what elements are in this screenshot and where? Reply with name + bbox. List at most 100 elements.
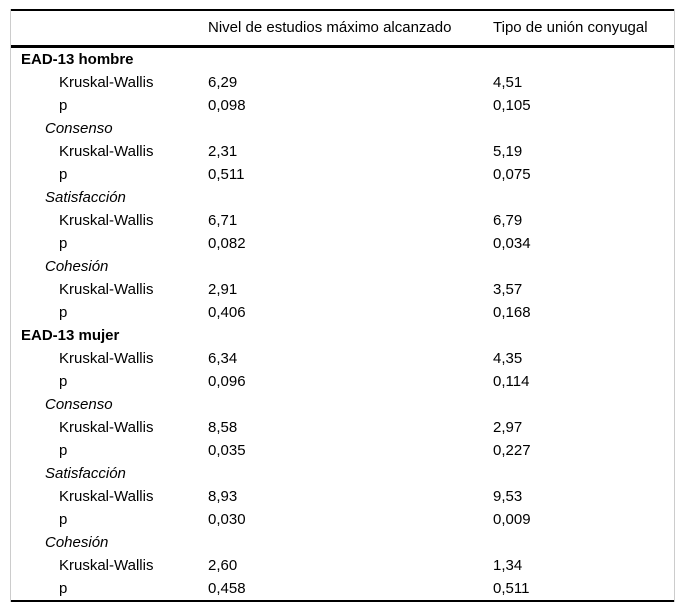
cell-tipo xyxy=(493,324,674,347)
cell-tipo: 3,57 xyxy=(493,281,523,298)
row-label: p xyxy=(59,166,68,183)
cell-nivel xyxy=(208,531,493,554)
table-row: p 0,035 0,227 xyxy=(11,439,674,462)
cell-nivel xyxy=(208,117,493,140)
cell-tipo xyxy=(493,186,674,209)
row-label: Satisfacción xyxy=(45,189,126,206)
cell-nivel: 6,34 xyxy=(208,350,238,367)
row-label: Kruskal-Wallis xyxy=(59,488,154,505)
cell-tipo: 1,34 xyxy=(493,557,523,574)
cell-nivel xyxy=(208,462,493,485)
table-row: Kruskal-Wallis 2,60 1,34 xyxy=(11,554,674,577)
row-label: Kruskal-Wallis xyxy=(59,74,154,91)
cell-nivel: 2,31 xyxy=(208,143,238,160)
cell-tipo: 0,009 xyxy=(493,511,531,528)
cell-tipo: 0,114 xyxy=(493,373,530,390)
row-label: p xyxy=(59,580,68,597)
table-row: Kruskal-Wallis 2,31 5,19 xyxy=(11,140,674,163)
cell-nivel: 8,93 xyxy=(208,488,238,505)
cell-nivel: 8,58 xyxy=(208,419,238,436)
cell-tipo: 0,075 xyxy=(493,166,531,183)
table-row: Kruskal-Wallis 8,93 9,53 xyxy=(11,485,674,508)
cell-tipo xyxy=(493,48,674,71)
cell-tipo: 4,35 xyxy=(493,350,523,367)
cell-nivel: 6,71 xyxy=(208,212,238,229)
table-row: EAD-13 mujer xyxy=(11,324,674,347)
row-label: p xyxy=(59,511,68,528)
row-label: Consenso xyxy=(45,396,113,413)
table-header-row: Nivel de estudios máximo alcanzado Tipo … xyxy=(11,9,674,48)
row-label: p xyxy=(59,373,68,390)
cell-nivel: 0,030 xyxy=(208,511,246,528)
table-row: Cohesión xyxy=(11,531,674,554)
row-label: Kruskal-Wallis xyxy=(59,419,154,436)
table-row: Kruskal-Wallis 6,71 6,79 xyxy=(11,209,674,232)
cell-tipo xyxy=(493,462,674,485)
cell-nivel: 6,29 xyxy=(208,74,238,91)
cell-tipo: 6,79 xyxy=(493,212,523,229)
row-label: p xyxy=(59,235,68,252)
cell-tipo: 5,19 xyxy=(493,143,523,160)
table-row: p 0,082 0,034 xyxy=(11,232,674,255)
cell-nivel: 0,098 xyxy=(208,97,246,114)
cell-nivel xyxy=(208,48,493,71)
row-label: p xyxy=(59,304,68,321)
row-label: Cohesión xyxy=(45,534,109,551)
cell-nivel: 2,91 xyxy=(208,281,238,298)
row-label: EAD-13 mujer xyxy=(21,327,120,344)
cell-tipo: 4,51 xyxy=(493,74,523,91)
cell-tipo xyxy=(493,255,674,278)
table-row: EAD-13 hombre xyxy=(11,48,674,71)
table-row: Kruskal-Wallis 8,58 2,97 xyxy=(11,416,674,439)
cell-tipo: 0,034 xyxy=(493,235,531,252)
cell-nivel: 0,035 xyxy=(208,442,246,459)
cell-nivel: 0,096 xyxy=(208,373,246,390)
cell-nivel xyxy=(208,393,493,416)
cell-nivel: 2,60 xyxy=(208,557,238,574)
header-tipo-union: Tipo de unión conyugal xyxy=(493,19,648,36)
row-label: EAD-13 hombre xyxy=(21,51,134,68)
row-label: Kruskal-Wallis xyxy=(59,212,154,229)
cell-tipo xyxy=(493,531,674,554)
cell-tipo: 2,97 xyxy=(493,419,523,436)
table-row: p 0,096 0,114 xyxy=(11,370,674,393)
table-row: p 0,098 0,105 xyxy=(11,94,674,117)
cell-tipo: 9,53 xyxy=(493,488,523,505)
cell-tipo xyxy=(493,393,674,416)
table-row: p 0,458 0,511 xyxy=(11,577,674,600)
cell-nivel xyxy=(208,186,493,209)
row-label: p xyxy=(59,442,68,459)
cell-nivel xyxy=(208,324,493,347)
row-label: Consenso xyxy=(45,120,113,137)
cell-nivel: 0,458 xyxy=(208,580,246,597)
table-row: p 0,406 0,168 xyxy=(11,301,674,324)
table-row: Kruskal-Wallis 6,34 4,35 xyxy=(11,347,674,370)
header-nivel-estudios: Nivel de estudios máximo alcanzado xyxy=(208,19,452,36)
table-row: Consenso xyxy=(11,117,674,140)
table-row: Consenso xyxy=(11,393,674,416)
table-row: Kruskal-Wallis 2,91 3,57 xyxy=(11,278,674,301)
table-body: EAD-13 hombre Kruskal-Wallis 6,29 4,51 p… xyxy=(11,48,674,602)
cell-tipo: 0,105 xyxy=(493,97,531,114)
table-row: Cohesión xyxy=(11,255,674,278)
table-row: Satisfacción xyxy=(11,186,674,209)
cell-tipo: 0,168 xyxy=(493,304,531,321)
table-row: Satisfacción xyxy=(11,462,674,485)
cell-nivel: 0,406 xyxy=(208,304,246,321)
table-row: p 0,030 0,009 xyxy=(11,508,674,531)
row-label: Kruskal-Wallis xyxy=(59,281,154,298)
cell-tipo xyxy=(493,117,674,140)
cell-tipo: 0,227 xyxy=(493,442,531,459)
row-label: Kruskal-Wallis xyxy=(59,557,154,574)
cell-tipo: 0,511 xyxy=(493,580,530,597)
header-empty-cell xyxy=(11,11,208,45)
row-label: Satisfacción xyxy=(45,465,126,482)
cell-nivel: 0,511 xyxy=(208,166,245,183)
table-row: p 0,511 0,075 xyxy=(11,163,674,186)
row-label: Cohesión xyxy=(45,258,109,275)
cell-nivel: 0,082 xyxy=(208,235,246,252)
row-label: Kruskal-Wallis xyxy=(59,350,154,367)
table-row: Kruskal-Wallis 6,29 4,51 xyxy=(11,71,674,94)
row-label: p xyxy=(59,97,68,114)
row-label: Kruskal-Wallis xyxy=(59,143,154,160)
